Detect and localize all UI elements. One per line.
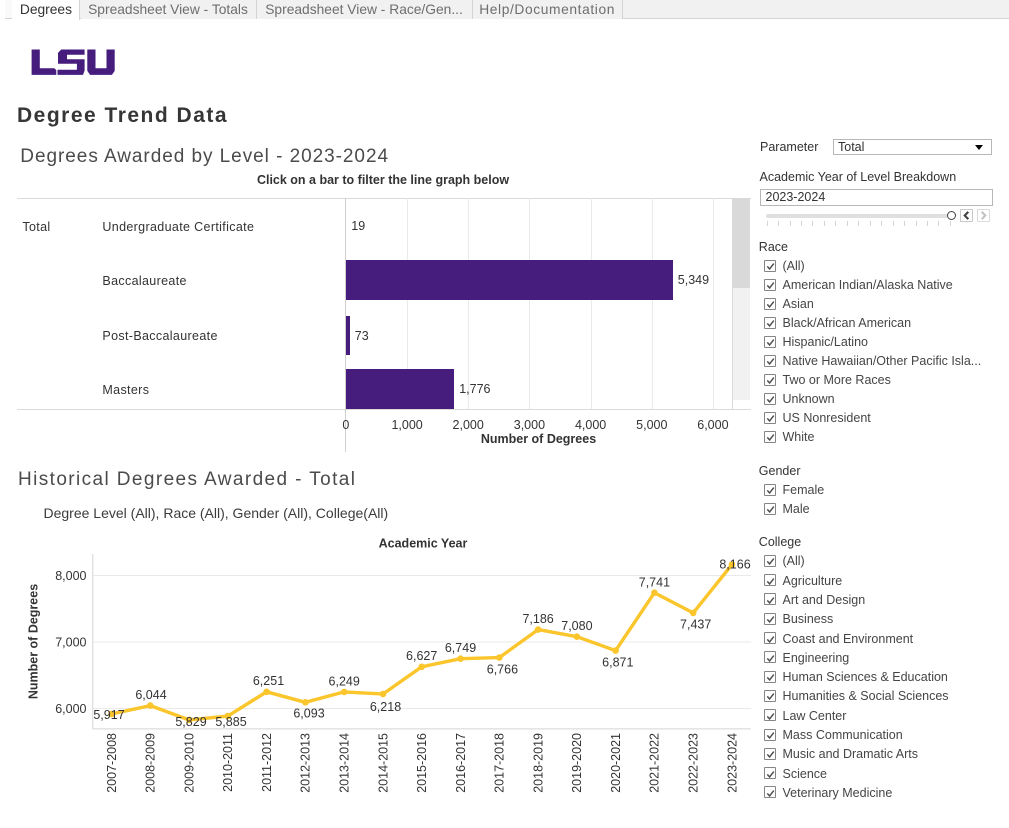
svg-text:Academic Year: Academic Year: [379, 537, 468, 551]
svg-text:2021-2022: 2021-2022: [648, 733, 662, 793]
svg-text:2016-2017: 2016-2017: [454, 733, 468, 793]
svg-text:7,437: 7,437: [680, 618, 711, 632]
svg-text:6,871: 6,871: [602, 656, 633, 670]
svg-text:2017-2018: 2017-2018: [493, 733, 507, 793]
svg-text:6,093: 6,093: [293, 707, 324, 721]
svg-text:5,829: 5,829: [175, 715, 206, 729]
svg-text:2007-2008: 2007-2008: [105, 733, 119, 793]
svg-text:6,627: 6,627: [406, 649, 437, 663]
svg-text:2019-2020: 2019-2020: [570, 733, 584, 793]
svg-text:2009-2010: 2009-2010: [182, 733, 196, 793]
svg-text:7,186: 7,186: [522, 612, 553, 626]
svg-text:Number of Degrees: Number of Degrees: [26, 584, 40, 699]
svg-text:8,000: 8,000: [55, 569, 86, 583]
svg-text:8,166: 8,166: [719, 558, 750, 572]
svg-text:2012-2013: 2012-2013: [299, 733, 313, 793]
svg-text:6,749: 6,749: [445, 641, 476, 655]
svg-text:7,080: 7,080: [561, 619, 592, 633]
svg-text:2010-2011: 2010-2011: [221, 733, 235, 792]
svg-text:6,766: 6,766: [487, 663, 518, 677]
svg-text:2022-2023: 2022-2023: [687, 733, 701, 793]
svg-text:7,000: 7,000: [55, 635, 86, 649]
svg-text:6,218: 6,218: [370, 700, 401, 714]
svg-text:2014-2015: 2014-2015: [376, 733, 390, 793]
svg-text:2011-2012: 2011-2012: [260, 733, 274, 792]
svg-text:2013-2014: 2013-2014: [338, 733, 352, 793]
svg-text:6,251: 6,251: [253, 674, 284, 688]
svg-text:2008-2009: 2008-2009: [144, 733, 158, 793]
svg-text:6,000: 6,000: [55, 702, 86, 716]
svg-text:2018-2019: 2018-2019: [531, 733, 545, 793]
svg-text:5,885: 5,885: [215, 715, 246, 729]
svg-text:5,917: 5,917: [93, 708, 124, 722]
svg-text:6,044: 6,044: [135, 688, 166, 702]
svg-text:2015-2016: 2015-2016: [415, 733, 429, 793]
svg-text:2023-2024: 2023-2024: [725, 733, 739, 793]
svg-text:2020-2021: 2020-2021: [609, 733, 623, 793]
svg-text:6,249: 6,249: [329, 674, 360, 688]
svg-text:7,741: 7,741: [639, 575, 670, 589]
